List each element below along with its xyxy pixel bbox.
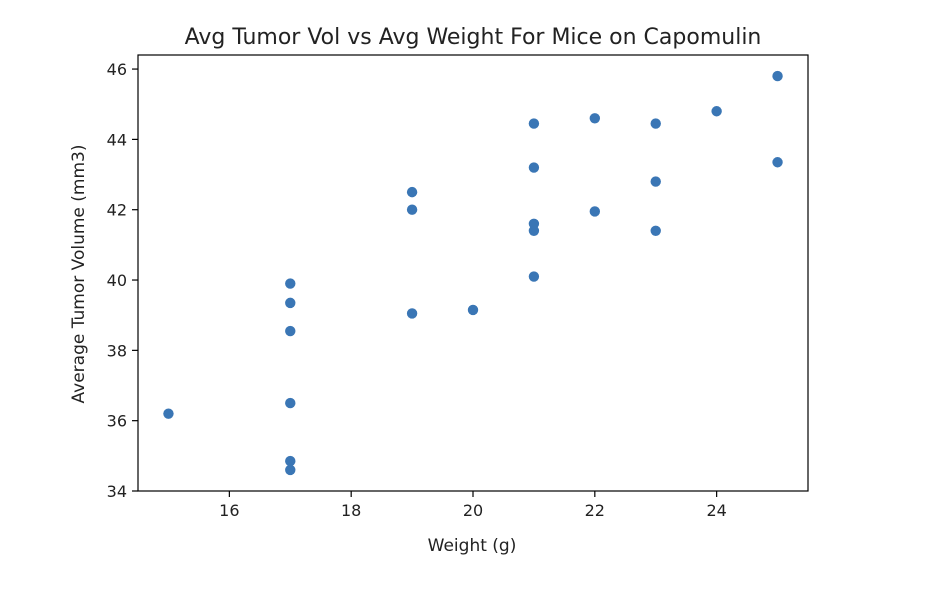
data-point: [650, 225, 661, 237]
data-point: [406, 204, 418, 215]
data-point: [285, 325, 296, 337]
data-point: [528, 271, 540, 282]
x-tick-label: 24: [706, 501, 726, 520]
y-tick-label: 40: [107, 271, 127, 290]
data-point: [589, 206, 601, 217]
x-tick-label: 16: [219, 501, 239, 520]
y-tick-label: 36: [107, 412, 127, 431]
data-point: [285, 278, 296, 289]
data-point: [528, 118, 540, 129]
data-points: [163, 70, 783, 476]
x-tick-label: 22: [585, 501, 605, 520]
data-point: [711, 106, 722, 117]
data-point: [772, 157, 783, 168]
data-point: [528, 218, 540, 229]
data-point: [528, 162, 540, 173]
data-point: [650, 176, 661, 187]
plot-frame: [137, 54, 809, 492]
data-point: [163, 408, 174, 419]
x-tick-label: 18: [341, 501, 361, 520]
x-axis-label: Weight (g): [428, 536, 517, 556]
data-point: [589, 113, 601, 124]
y-tick-label: 44: [107, 130, 127, 149]
data-point: [467, 304, 479, 316]
data-point: [285, 397, 296, 409]
data-point: [650, 118, 661, 129]
plot-area: 16 18 20 22 24 34 36 38 40 42 44 46: [107, 54, 809, 520]
y-tick-label: 38: [107, 341, 127, 360]
data-point: [285, 455, 296, 467]
y-axis: 34 36 38 40 42 44 46: [107, 60, 138, 501]
x-axis: 16 18 20 22 24: [219, 491, 727, 520]
y-tick-label: 34: [107, 482, 127, 501]
x-tick-label: 20: [463, 501, 483, 520]
data-point: [406, 186, 418, 198]
y-tick-label: 46: [107, 60, 127, 79]
chart-title: Avg Tumor Vol vs Avg Weight For Mice on …: [185, 25, 762, 50]
y-axis-label: Average Tumor Volume (mm3): [69, 145, 89, 404]
data-point: [772, 70, 783, 82]
data-point: [285, 297, 296, 309]
y-tick-label: 42: [107, 201, 127, 220]
data-point: [285, 464, 296, 476]
data-point: [406, 308, 418, 319]
